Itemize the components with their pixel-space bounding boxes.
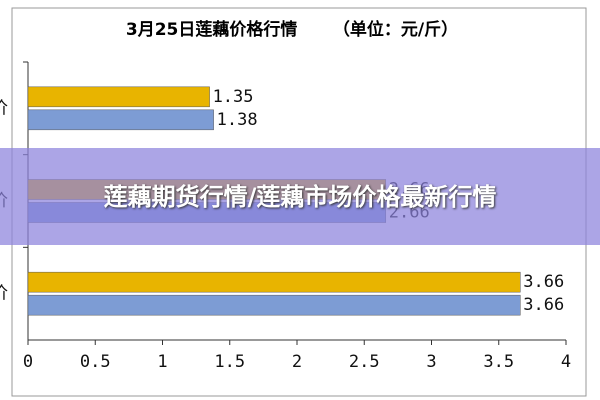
bar — [27, 271, 521, 293]
y-tick-label: 价 — [0, 98, 8, 118]
x-tick-label: 3 — [426, 352, 436, 372]
bar — [27, 294, 521, 316]
value-label: 1.35 — [213, 87, 254, 107]
banner: 莲藕期货行情/莲藕市场价格最新行情 — [0, 148, 600, 245]
value-label: 3.66 — [523, 295, 564, 315]
value-label: 1.38 — [217, 110, 258, 130]
x-tick-label: 2.5 — [349, 352, 380, 372]
chart-title: 3月25日莲藕价格行情 （单位：元/斤） — [126, 19, 458, 40]
value-label: 3.66 — [523, 272, 564, 292]
y-tick-label: 价 — [0, 284, 8, 304]
x-tick-label: 4 — [561, 352, 571, 372]
x-tick-label: 1.5 — [214, 352, 245, 372]
x-tick-label: 3.5 — [483, 352, 514, 372]
banner-text: 莲藕期货行情/莲藕市场价格最新行情 — [103, 182, 497, 211]
x-tick-label: 0 — [23, 352, 33, 372]
x-tick-label: 1 — [157, 352, 167, 372]
bar — [27, 109, 214, 131]
x-tick-label: 0.5 — [80, 352, 111, 372]
bar — [27, 86, 210, 108]
x-tick-label: 2 — [292, 352, 302, 372]
